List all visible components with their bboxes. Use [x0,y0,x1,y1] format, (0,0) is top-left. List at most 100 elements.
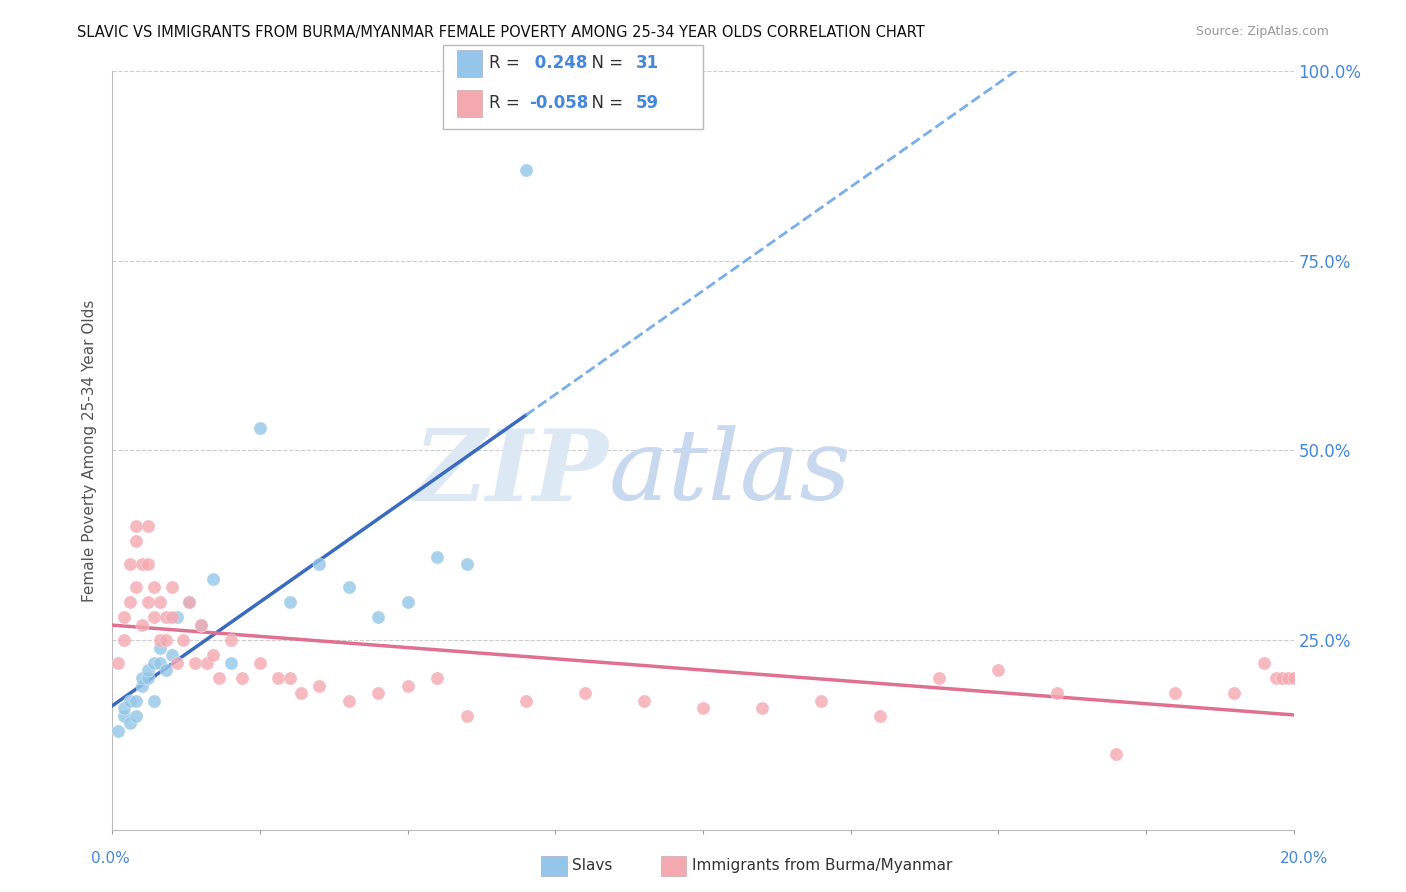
Point [1046,686,1069,700]
Text: 0.248: 0.248 [529,54,588,72]
Point [308,557,330,572]
Point [131,557,153,572]
Point [308,678,330,692]
Point [149,640,172,655]
Point [155,633,177,648]
Text: 59: 59 [636,95,658,112]
Point [142,580,165,594]
Y-axis label: Female Poverty Among 25-34 Year Olds: Female Poverty Among 25-34 Year Olds [82,300,97,601]
Point [231,671,253,685]
Point [249,421,271,435]
Point [1264,671,1286,685]
Point [112,633,135,648]
Point [367,610,389,624]
Text: R =: R = [489,54,526,72]
Point [396,595,419,609]
Point [125,694,148,708]
Point [142,656,165,670]
Point [166,610,188,624]
Point [149,656,172,670]
Point [574,686,596,700]
Point [1271,671,1294,685]
Point [751,701,773,715]
Point [125,534,148,549]
Point [131,678,153,692]
Point [201,573,224,587]
Point [149,633,172,648]
Point [120,694,142,708]
Point [120,595,142,609]
Point [456,557,478,572]
Point [179,595,201,609]
Point [184,656,207,670]
Point [267,671,290,685]
Text: N =: N = [581,95,628,112]
Point [125,519,148,533]
Point [190,617,212,632]
Text: Source: ZipAtlas.com: Source: ZipAtlas.com [1195,25,1329,38]
Point [987,664,1010,678]
Point [179,595,201,609]
Point [337,580,360,594]
Point [160,580,183,594]
Point [190,617,212,632]
Point [219,633,242,648]
Point [810,694,832,708]
Point [337,694,360,708]
Text: -0.058: -0.058 [529,95,588,112]
Point [1282,671,1305,685]
Point [515,694,537,708]
Point [136,519,159,533]
Point [136,664,159,678]
Point [278,595,301,609]
Point [155,664,177,678]
Point [166,656,188,670]
Point [149,595,172,609]
Point [131,671,153,685]
Text: R =: R = [489,95,526,112]
Point [1253,656,1275,670]
Point [456,708,478,723]
Text: 31: 31 [636,54,658,72]
Point [1164,686,1187,700]
Point [107,724,129,739]
Point [1105,747,1128,761]
Point [155,610,177,624]
Text: SLAVIC VS IMMIGRANTS FROM BURMA/MYANMAR FEMALE POVERTY AMONG 25-34 YEAR OLDS COR: SLAVIC VS IMMIGRANTS FROM BURMA/MYANMAR … [77,25,925,40]
Text: Slavs: Slavs [572,858,613,872]
Point [290,686,312,700]
Point [1223,686,1246,700]
Point [208,671,231,685]
Point [195,656,218,670]
Text: Immigrants from Burma/Myanmar: Immigrants from Burma/Myanmar [692,858,952,872]
Text: atlas: atlas [609,425,851,521]
Point [142,694,165,708]
Point [125,708,148,723]
Point [142,610,165,624]
Point [219,656,242,670]
Text: ZIP: ZIP [413,425,609,522]
Point [201,648,224,662]
Point [1277,671,1299,685]
Point [112,701,135,715]
Point [136,671,159,685]
Point [928,671,950,685]
Point [125,580,148,594]
Point [869,708,891,723]
Point [426,671,449,685]
Point [278,671,301,685]
Point [112,708,135,723]
Point [136,595,159,609]
Point [120,557,142,572]
Point [136,557,159,572]
Point [160,648,183,662]
Point [131,617,153,632]
Point [172,633,194,648]
Text: 0.0%: 0.0% [91,851,131,865]
Point [367,686,389,700]
Text: N =: N = [581,54,628,72]
Point [249,656,271,670]
Point [633,694,655,708]
Point [160,610,183,624]
Point [107,656,129,670]
